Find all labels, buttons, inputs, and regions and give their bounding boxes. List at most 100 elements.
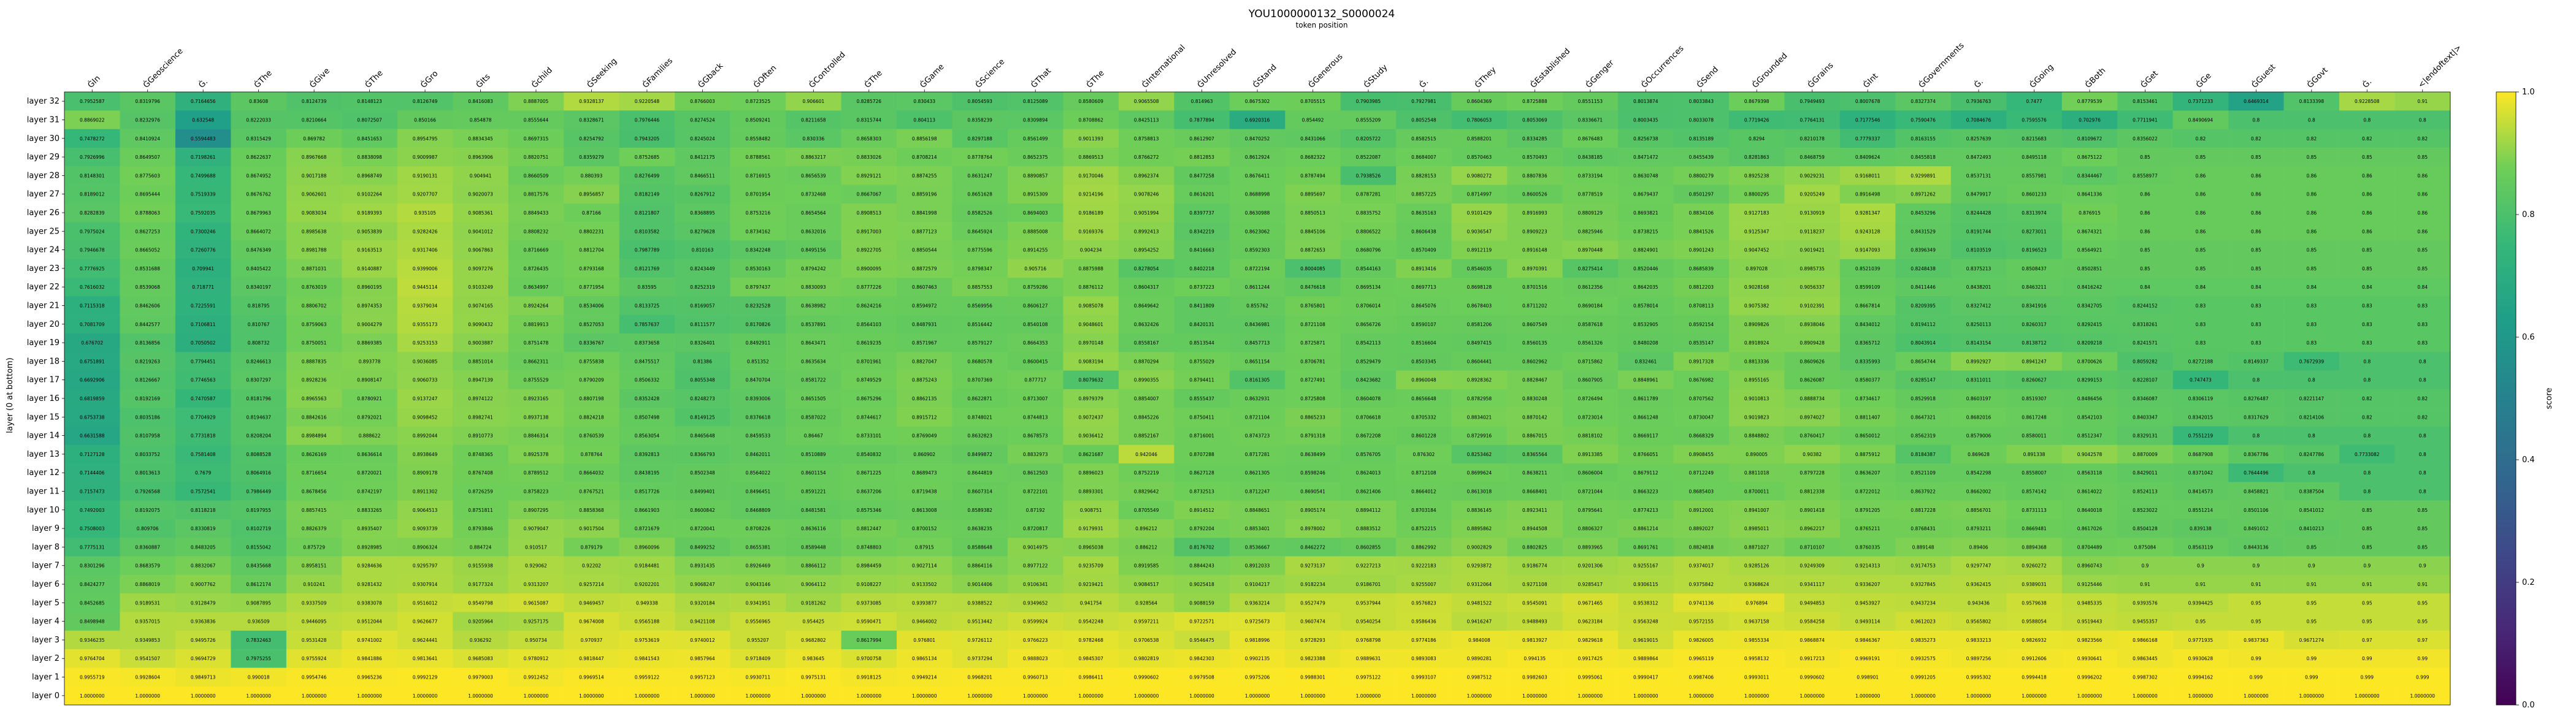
cell-value-label: 0.8375213	[1966, 266, 1991, 272]
x-tick-label: Ġ.	[196, 77, 210, 90]
heatmap-cell	[1174, 370, 1230, 390]
cell-value-label: 0.8582515	[1411, 136, 1436, 142]
heatmap-cell	[2283, 129, 2340, 148]
cell-value-label: 0.8276487	[2244, 396, 2269, 402]
heatmap-cell	[2228, 333, 2284, 352]
cell-value-label: 0.8557981	[2022, 173, 2047, 178]
cell-value-label: 0.7779337	[1855, 136, 1880, 142]
heatmap-cell	[1118, 222, 1175, 241]
cell-value-label: 0.8944508	[1522, 526, 1547, 531]
heatmap-cell	[1673, 296, 1730, 315]
cell-value-label: 0.9293872	[1467, 563, 1492, 569]
heatmap-cell	[1728, 185, 1785, 204]
cell-value-label: 0.8555644	[524, 117, 549, 123]
cell-value-label: 0.8606438	[1411, 229, 1436, 234]
cell-value-label: 0.8072507	[357, 117, 382, 123]
heatmap-cell	[453, 296, 509, 315]
cell-value-label: 0.999	[2305, 675, 2318, 680]
cell-value-label: 0.8905174	[1300, 508, 1325, 513]
cell-value-label: 0.9979508	[1189, 675, 1214, 680]
cell-value-label: 0.8215683	[2022, 136, 2047, 142]
cell-value-label: 0.8634997	[524, 284, 549, 290]
cell-value-label: 0.8909178	[413, 470, 438, 476]
cell-value-label: 0.8755838	[579, 359, 604, 364]
cell-value-label: 0.8656726	[1356, 322, 1381, 327]
cell-value-label: 0.889148	[1912, 544, 1934, 550]
heatmap-cell	[841, 278, 897, 297]
cell-value-label: 0.8850513	[1300, 210, 1325, 216]
cell-value-label: 0.83	[2306, 303, 2317, 308]
heatmap-cell	[730, 129, 786, 148]
heatmap-cell	[2172, 147, 2229, 167]
heatmap-cell	[2172, 389, 2229, 408]
cell-value-label: 0.8779539	[2077, 99, 2103, 104]
x-tick-label: ĠThe	[862, 68, 884, 90]
cell-value-label: 0.8443136	[2244, 544, 2269, 550]
cell-value-label: 0.877717	[1024, 378, 1046, 383]
cell-value-label: 0.9512044	[357, 619, 382, 625]
cell-value-label: 0.8700152	[912, 526, 937, 531]
cell-value-label: 0.8688998	[1245, 192, 1270, 197]
cell-value-label: 0.85	[2140, 248, 2150, 253]
heatmap-cell	[508, 240, 564, 260]
cell-value-label: 0.86	[2251, 210, 2261, 216]
cell-value-label: 0.9068247	[690, 582, 715, 587]
cell-value-label: 0.9060733	[413, 378, 438, 383]
heatmap-cell	[952, 352, 1008, 371]
cell-value-label: 0.9726112	[967, 638, 992, 643]
heatmap-cell	[1340, 408, 1397, 427]
cell-value-label: 0.8	[2419, 117, 2426, 123]
heatmap-cell	[1174, 129, 1230, 148]
cell-value-label: 0.8542103	[2077, 414, 2103, 420]
cell-value-label: 0.9889631	[1356, 656, 1381, 661]
heatmap-cell	[1340, 222, 1397, 241]
cell-value-label: 0.8835752	[1356, 210, 1381, 216]
heatmap-cell	[1451, 110, 1508, 129]
heatmap-cell	[453, 92, 509, 111]
heatmap-cell	[1118, 240, 1175, 260]
cell-value-label: 0.9855334	[1744, 638, 1769, 643]
heatmap-cell	[2006, 408, 2063, 427]
cell-value-label: 0.8149125	[690, 414, 715, 420]
cell-value-label: 0.9	[2197, 563, 2204, 569]
heatmap-cell	[1451, 147, 1508, 167]
cell-value-label: 0.8297188	[967, 136, 992, 142]
heatmap-cell	[2006, 259, 2063, 278]
cell-value-label: 0.8760335	[1855, 544, 1880, 550]
cell-value-label: 0.8631247	[967, 173, 992, 178]
cell-value-label: 1.0000000	[1744, 693, 1769, 699]
cell-value-label: 0.8632931	[1245, 396, 1270, 402]
cell-value-label: 0.9088159	[1189, 600, 1214, 606]
cell-value-label: 0.9222183	[1411, 563, 1436, 569]
cell-value-label: 0.8196523	[2022, 248, 2047, 253]
colorbar-tick-label: 0.4	[2522, 455, 2535, 465]
cell-value-label: 0.83608	[249, 99, 268, 104]
cell-value-label: 0.8706618	[1356, 414, 1381, 420]
cell-value-label: 0.8974027	[1800, 414, 1825, 420]
cell-value-label: 0.8632823	[967, 433, 992, 439]
heatmap-cell	[1562, 185, 1619, 204]
cell-value-label: 0.8908513	[856, 210, 881, 216]
x-tick-label: Ġchild	[529, 65, 554, 90]
heatmap-cell	[2006, 92, 2063, 111]
y-tick-label: layer 25	[27, 227, 59, 236]
cell-value-label: 0.9125347	[1744, 229, 1769, 234]
heatmap-cell	[397, 296, 453, 315]
cell-value-label: 0.9393576	[2133, 600, 2158, 606]
heatmap-cell	[231, 185, 287, 204]
cell-value-label: 0.8244428	[1966, 210, 1991, 216]
y-tick-label: layer 16	[27, 394, 59, 403]
cell-value-label: 0.9214313	[1855, 563, 1880, 569]
cell-value-label: 1.0000000	[2022, 693, 2047, 699]
heatmap-cell	[2228, 166, 2284, 185]
cell-value-label: 0.95	[2196, 619, 2206, 625]
cell-value-label: 0.8729916	[1467, 433, 1492, 439]
cell-value-label: 0.8687908	[2188, 452, 2214, 457]
cell-value-label: 0.9028168	[1744, 284, 1769, 290]
cell-value-label: 0.9074165	[468, 303, 493, 308]
cell-value-label: 0.91	[2417, 99, 2428, 104]
heatmap-cell	[286, 240, 342, 260]
heatmap-cell	[64, 259, 120, 278]
heatmap-cell	[286, 185, 342, 204]
cell-value-label: 0.9994162	[2188, 675, 2214, 680]
